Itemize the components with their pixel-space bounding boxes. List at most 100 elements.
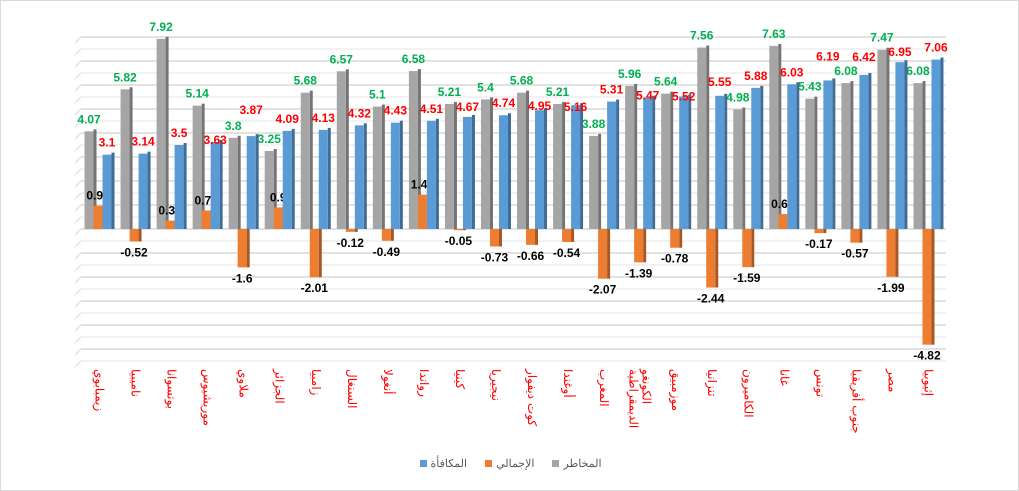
bar-risk [480,99,490,230]
gridline-depth [74,84,82,92]
bar-total [670,229,680,248]
bar-reward [751,87,761,229]
data-label-total: -2.07 [589,283,617,297]
bar-side [823,227,827,234]
bar-total [129,229,139,242]
data-label-risk: 5.68 [510,74,534,88]
data-label-reward: 4.09 [276,112,300,126]
bar-reward [462,116,472,229]
bar-side [111,152,115,229]
category-label: المغرب [597,369,612,407]
bar-total [237,229,247,268]
gridline-depth [74,60,82,68]
legend-label-risk: المخاطر [563,458,602,470]
bar-risk [517,92,527,230]
data-label-risk: 5.43 [798,80,822,94]
bar-side [715,227,719,288]
category-label: تنزانيا [705,369,720,397]
bar-side [706,45,710,230]
data-label-reward: 6.03 [780,65,804,79]
bar-total [886,229,896,277]
gridline-depth [74,144,82,152]
data-label-total: -1.39 [625,266,653,280]
bar-total [309,229,319,278]
bar-risk [264,151,274,229]
data-label-total: -2.44 [697,292,725,306]
bar-total [814,229,824,234]
data-label-risk: 5.68 [294,74,318,88]
data-label-risk: 6.57 [330,52,354,66]
bar-risk [697,47,707,230]
bar-side [354,227,358,232]
data-label-reward: 5.47 [636,89,660,103]
gridline-depth [74,348,82,356]
bar-side [940,57,944,230]
category-label: أنغولا [380,369,395,395]
data-label-reward: 3.5 [171,126,188,140]
bar-reward [787,84,797,229]
bar-side [93,129,97,229]
data-label-risk: 5.82 [113,70,137,84]
data-label-risk: 6.58 [402,52,426,66]
bar-side [138,227,142,242]
bar-side [922,81,926,229]
bar-side [904,60,908,230]
bar-side [616,99,620,229]
bar-side [327,127,331,229]
gridline-depth [74,108,82,116]
legend: المكافأة الإجمالي المخاطر [1,457,1018,470]
bar-total [489,229,499,247]
data-label-reward: 4.43 [384,104,408,118]
bar-side [246,227,250,268]
gridline-depth [74,216,82,224]
bar-risk [841,83,851,229]
bar-side [435,118,439,229]
bar-total [453,229,463,231]
data-label-risk: 5.21 [438,85,462,99]
category-label: زامبيا [308,369,323,396]
bar-risk [336,71,346,229]
gridline-depth [74,120,82,128]
bar-total [345,229,355,232]
data-label-total: -0.12 [337,236,365,250]
legend-item-reward[interactable]: المكافأة [419,457,467,470]
gridline-depth [74,168,82,176]
legend-swatch-reward [419,460,427,467]
gridline-depth [74,288,82,296]
bar-side [670,91,674,229]
gridline-depth [74,312,82,320]
category-label: ملاوي [236,369,251,398]
legend-item-total[interactable]: الإجمالي [485,457,534,470]
bar-side [309,90,313,230]
bar-side [895,227,899,277]
category-label: موزمبيق [669,369,684,412]
bar-reward [246,136,256,229]
bar-side [129,87,133,229]
gridline-depth [74,96,82,104]
data-label-risk: 3.88 [582,117,606,131]
bar-total [850,229,860,243]
data-label-risk: 5.64 [654,75,678,89]
legend-item-risk[interactable]: المخاطر [552,457,602,470]
bar-total [706,229,716,288]
bar-side [291,128,295,229]
data-label-risk: 5.96 [618,67,642,81]
data-label-reward: 5.88 [744,69,768,83]
data-label-risk: 3.25 [258,132,282,146]
bar-side [345,69,349,229]
bar-side [381,104,385,229]
bar-risk [805,98,815,230]
category-label: كينيا [452,369,467,390]
bar-risk [444,103,454,229]
legend-swatch-risk [552,460,560,467]
data-label-total: -0.78 [661,252,689,266]
bar-reward [715,95,725,229]
bar-risk [300,92,310,230]
gridline-depth [74,300,82,308]
data-label-total: -0.17 [805,237,833,251]
category-label: كوت ديفوار [525,369,540,427]
data-label-total: -1.99 [877,281,905,295]
bar-reward [931,59,941,230]
data-label-reward: 3.87 [240,103,264,117]
